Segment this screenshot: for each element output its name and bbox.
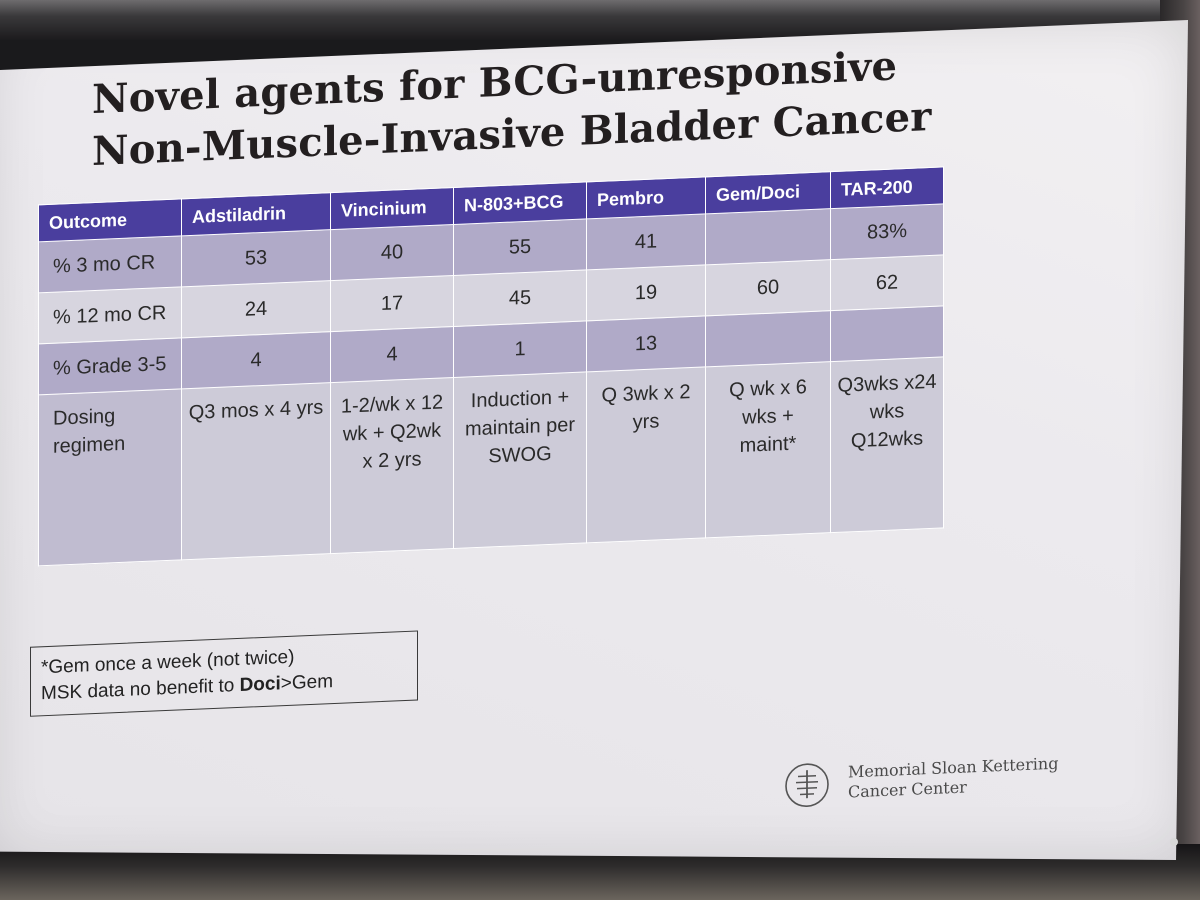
column-header-pembro: Pembro bbox=[586, 176, 706, 219]
column-header-n803-bcg: N-803+BCG bbox=[453, 181, 587, 225]
footnote-text: MSK data no benefit to bbox=[41, 674, 240, 705]
column-header-tar200: TAR-200 bbox=[830, 166, 944, 209]
table-cell: Q3wks x24 wks Q12wks bbox=[830, 356, 944, 533]
table-cell: 1-2/wk x 12 wk + Q2wk x 2 yrs bbox=[330, 377, 454, 554]
table-cell: 4 bbox=[330, 326, 454, 383]
slide-title: Novel agents for BCG-unresponsive Non-Mu… bbox=[92, 37, 972, 178]
table-cell: Q 3wk x 2 yrs bbox=[586, 366, 706, 543]
msk-tree-logo-icon bbox=[785, 763, 829, 807]
indicator-light bbox=[1170, 838, 1178, 846]
table-cell: 1 bbox=[453, 320, 587, 378]
column-header-gem-doci: Gem/Doci bbox=[705, 171, 831, 214]
footnote-box: *Gem once a week (not twice) MSK data no… bbox=[30, 630, 418, 717]
table-cell: 53 bbox=[181, 229, 331, 287]
table-cell bbox=[705, 208, 831, 265]
table-cell: 45 bbox=[453, 269, 587, 327]
table-cell: 62 bbox=[830, 254, 944, 311]
table-row: Dosing regimen Q3 mos x 4 yrs 1-2/wk x 1… bbox=[38, 356, 944, 566]
row-label: % Grade 3-5 bbox=[38, 337, 182, 395]
footnote-emphasis: Doci bbox=[239, 673, 281, 696]
table-cell: 17 bbox=[330, 275, 454, 332]
table-cell: Q3 mos x 4 yrs bbox=[181, 382, 331, 560]
table-cell: 83% bbox=[830, 203, 944, 260]
row-label: % 3 mo CR bbox=[38, 235, 182, 293]
table-cell: 60 bbox=[705, 259, 831, 316]
table-cell: Induction + maintain per SWOG bbox=[453, 371, 587, 549]
table-cell bbox=[830, 305, 944, 362]
row-label: % 12 mo CR bbox=[38, 286, 182, 344]
column-header-vincinium: Vincinium bbox=[330, 187, 454, 230]
table-cell: 19 bbox=[586, 264, 706, 321]
logo-subname: Cancer Center bbox=[848, 777, 967, 802]
table-cell: 55 bbox=[453, 218, 587, 276]
footnote-text-end: >Gem bbox=[280, 671, 334, 695]
table-cell: 40 bbox=[330, 224, 454, 281]
column-header-outcome: Outcome bbox=[38, 198, 182, 242]
table-cell: 41 bbox=[586, 213, 706, 270]
row-label: Dosing regimen bbox=[38, 388, 182, 566]
outcomes-table: Outcome Adstiladrin Vincinium N-803+BCG … bbox=[38, 166, 944, 566]
table-cell: 4 bbox=[181, 331, 331, 389]
msk-logo: Memorial Sloan Kettering Cancer Center bbox=[784, 750, 1104, 819]
column-header-adstiladrin: Adstiladrin bbox=[181, 192, 331, 236]
table-cell bbox=[705, 310, 831, 367]
table-cell: Q wk x 6 wks + maint* bbox=[705, 361, 831, 538]
table-cell: 13 bbox=[586, 315, 706, 372]
table-cell: 24 bbox=[181, 280, 331, 338]
